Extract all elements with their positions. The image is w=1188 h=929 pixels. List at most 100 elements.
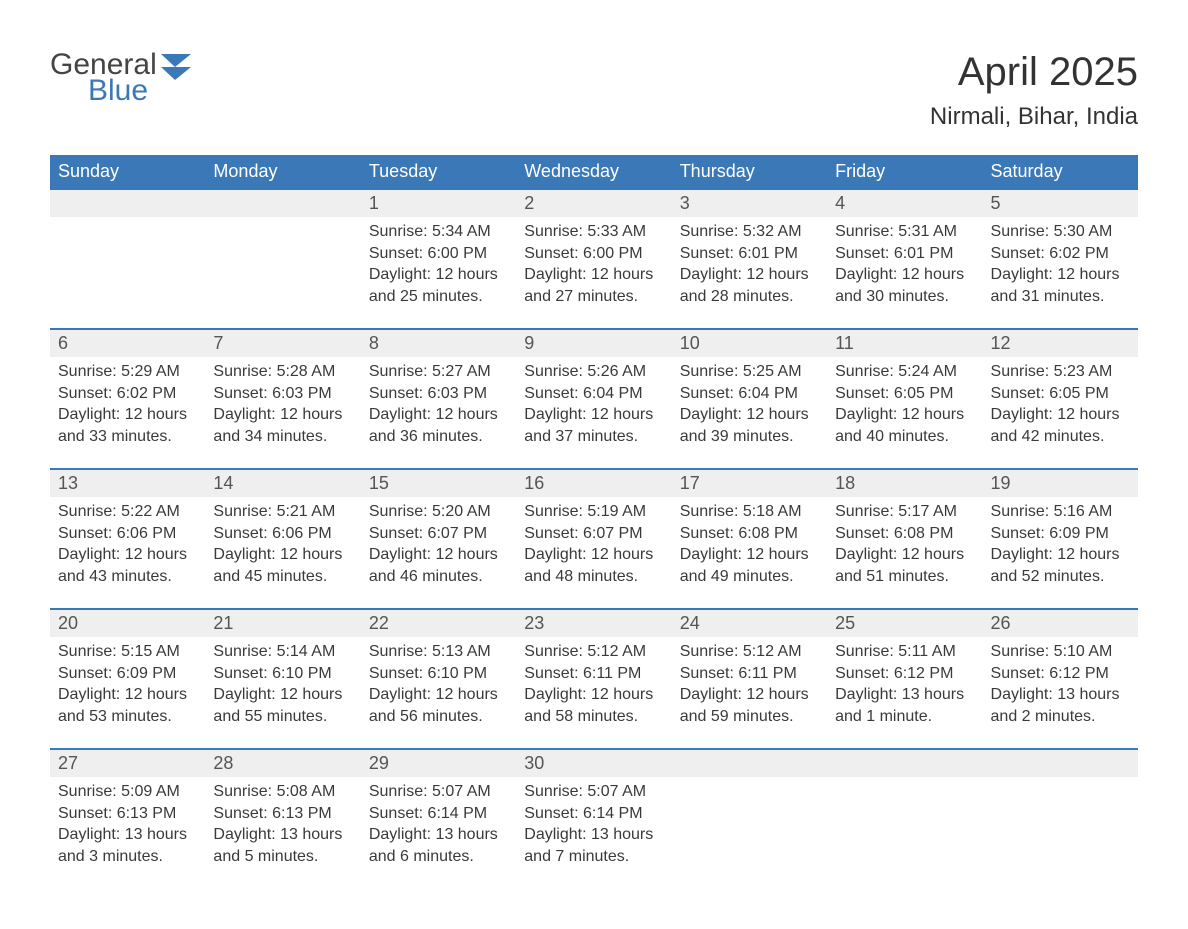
day-number-cell: 21 (205, 609, 360, 637)
day-details-cell (827, 777, 982, 889)
details-row: Sunrise: 5:09 AMSunset: 6:13 PMDaylight:… (50, 777, 1138, 889)
sunset-text: Sunset: 6:10 PM (369, 663, 508, 685)
sunrise-text: Sunrise: 5:13 AM (369, 641, 508, 663)
sunrise-text: Sunrise: 5:30 AM (991, 221, 1130, 243)
day-details-cell: Sunrise: 5:12 AMSunset: 6:11 PMDaylight:… (516, 637, 671, 749)
day-details-cell: Sunrise: 5:14 AMSunset: 6:10 PMDaylight:… (205, 637, 360, 749)
sunrise-text: Sunrise: 5:24 AM (835, 361, 974, 383)
brand-word-2: Blue (88, 76, 157, 106)
day-number-cell: 22 (361, 609, 516, 637)
day-number-cell: 26 (983, 609, 1138, 637)
sunset-text: Sunset: 6:08 PM (680, 523, 819, 545)
day-number-cell: 10 (672, 329, 827, 357)
sunset-text: Sunset: 6:07 PM (369, 523, 508, 545)
day-number-cell: 5 (983, 189, 1138, 217)
sunset-text: Sunset: 6:02 PM (58, 383, 197, 405)
sunset-text: Sunset: 6:12 PM (991, 663, 1130, 685)
day-details-cell: Sunrise: 5:07 AMSunset: 6:14 PMDaylight:… (516, 777, 671, 889)
day-number-cell: 11 (827, 329, 982, 357)
day-number-cell: 30 (516, 749, 671, 777)
weekday-header: Friday (827, 155, 982, 189)
daylight-text: Daylight: 13 hours and 5 minutes. (213, 824, 352, 867)
sunrise-text: Sunrise: 5:12 AM (524, 641, 663, 663)
day-details-cell: Sunrise: 5:28 AMSunset: 6:03 PMDaylight:… (205, 357, 360, 469)
sunrise-text: Sunrise: 5:12 AM (680, 641, 819, 663)
weekday-header: Tuesday (361, 155, 516, 189)
day-number-cell: 13 (50, 469, 205, 497)
day-details-cell: Sunrise: 5:17 AMSunset: 6:08 PMDaylight:… (827, 497, 982, 609)
day-details-cell: Sunrise: 5:16 AMSunset: 6:09 PMDaylight:… (983, 497, 1138, 609)
day-details-cell: Sunrise: 5:10 AMSunset: 6:12 PMDaylight:… (983, 637, 1138, 749)
sunset-text: Sunset: 6:09 PM (991, 523, 1130, 545)
title-block: April 2025 Nirmali, Bihar, India (930, 50, 1138, 131)
day-details-cell: Sunrise: 5:13 AMSunset: 6:10 PMDaylight:… (361, 637, 516, 749)
day-details-cell: Sunrise: 5:08 AMSunset: 6:13 PMDaylight:… (205, 777, 360, 889)
daylight-text: Daylight: 12 hours and 28 minutes. (680, 264, 819, 307)
sunrise-text: Sunrise: 5:22 AM (58, 501, 197, 523)
sunset-text: Sunset: 6:14 PM (369, 803, 508, 825)
daylight-text: Daylight: 12 hours and 46 minutes. (369, 544, 508, 587)
day-details-cell: Sunrise: 5:24 AMSunset: 6:05 PMDaylight:… (827, 357, 982, 469)
sunset-text: Sunset: 6:09 PM (58, 663, 197, 685)
daylight-text: Daylight: 12 hours and 37 minutes. (524, 404, 663, 447)
location-subtitle: Nirmali, Bihar, India (930, 103, 1138, 131)
day-number-cell: 1 (361, 189, 516, 217)
day-number-cell: 20 (50, 609, 205, 637)
daynum-row: 13141516171819 (50, 469, 1138, 497)
day-number-cell: 4 (827, 189, 982, 217)
sunset-text: Sunset: 6:13 PM (58, 803, 197, 825)
details-row: Sunrise: 5:22 AMSunset: 6:06 PM Daylight:… (50, 497, 1138, 609)
sunrise-text: Sunrise: 5:07 AM (524, 781, 663, 803)
day-details-cell: Sunrise: 5:27 AMSunset: 6:03 PMDaylight:… (361, 357, 516, 469)
sunrise-text: Sunrise: 5:08 AM (213, 781, 352, 803)
sunrise-text: Sunrise: 5:09 AM (58, 781, 197, 803)
daylight-text: Daylight: 13 hours and 3 minutes. (58, 824, 197, 867)
day-details-cell: Sunrise: 5:22 AMSunset: 6:06 PMDaylight:… (50, 497, 205, 609)
day-details-cell: Sunrise: 5:07 AMSunset: 6:14 PMDaylight:… (361, 777, 516, 889)
sunrise-text: Sunrise: 5:16 AM (991, 501, 1130, 523)
sunrise-text: Sunrise: 5:34 AM (369, 221, 508, 243)
sunset-text: Sunset: 6:04 PM (524, 383, 663, 405)
details-row: Sunrise: 5:34 AMSunset: 6:00 PMDaylight:… (50, 217, 1138, 329)
day-details-cell (50, 217, 205, 329)
day-details-cell: Sunrise: 5:20 AMSunset: 6:07 PMDaylight:… (361, 497, 516, 609)
day-details-cell: Sunrise: 5:09 AMSunset: 6:13 PMDaylight:… (50, 777, 205, 889)
sunset-text: Sunset: 6:04 PM (680, 383, 819, 405)
weekday-header: Monday (205, 155, 360, 189)
day-number-cell: 2 (516, 189, 671, 217)
daynum-row: 20212223242526 (50, 609, 1138, 637)
daynum-row: 6789101112 (50, 329, 1138, 357)
day-details-cell: Sunrise: 5:30 AMSunset: 6:02 PMDaylight:… (983, 217, 1138, 329)
day-number-cell: 14 (205, 469, 360, 497)
sunrise-text: Sunrise: 5:14 AM (213, 641, 352, 663)
daynum-row: 27282930 (50, 749, 1138, 777)
daylight-text: Daylight: 13 hours and 6 minutes. (369, 824, 508, 867)
sunset-text: Sunset: 6:13 PM (213, 803, 352, 825)
daylight-text: Daylight: 12 hours and 39 minutes. (680, 404, 819, 447)
day-number-cell: 16 (516, 469, 671, 497)
daylight-text: Daylight: 12 hours and 36 minutes. (369, 404, 508, 447)
sunrise-text: Sunrise: 5:21 AM (213, 501, 352, 523)
day-number-cell: 29 (361, 749, 516, 777)
sunrise-text: Sunrise: 5:17 AM (835, 501, 974, 523)
day-details-cell: Sunrise: 5:12 AMSunset: 6:11 PMDaylight:… (672, 637, 827, 749)
sunrise-text: Sunrise: 5:32 AM (680, 221, 819, 243)
flag-icon (161, 54, 191, 80)
sunset-text: Sunset: 6:05 PM (835, 383, 974, 405)
day-number-cell: 15 (361, 469, 516, 497)
day-number-cell: 3 (672, 189, 827, 217)
sunset-text: Sunset: 6:02 PM (991, 243, 1130, 265)
brand-logo: General Blue (50, 50, 191, 106)
day-number-cell: 6 (50, 329, 205, 357)
sunrise-text: Sunrise: 5:26 AM (524, 361, 663, 383)
day-number-cell (827, 749, 982, 777)
day-number-cell: 24 (672, 609, 827, 637)
sunrise-text: Sunrise: 5:27 AM (369, 361, 508, 383)
day-number-cell (205, 189, 360, 217)
day-number-cell: 7 (205, 329, 360, 357)
day-details-cell (205, 217, 360, 329)
day-details-cell (672, 777, 827, 889)
sunset-text: Sunset: 6:06 PM (58, 523, 197, 545)
daylight-text: Daylight: 13 hours and 7 minutes. (524, 824, 663, 867)
daynum-row: 12345 (50, 189, 1138, 217)
